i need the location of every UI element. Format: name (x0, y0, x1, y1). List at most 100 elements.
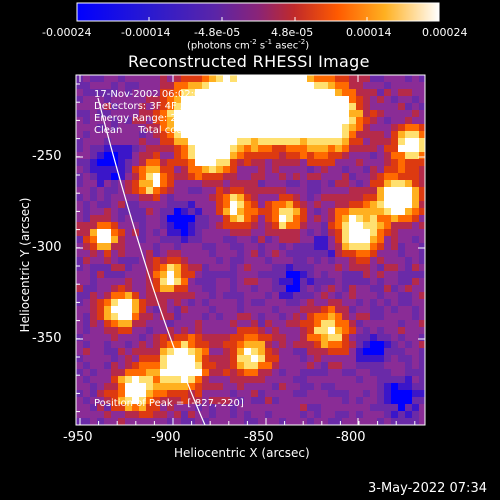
image-pixel (419, 306, 425, 313)
image-pixel (321, 341, 328, 348)
image-pixel (195, 152, 202, 159)
image-pixel (286, 229, 293, 236)
image-pixel (167, 250, 174, 257)
image-pixel (244, 173, 251, 180)
image-pixel (76, 271, 83, 278)
image-pixel (125, 187, 132, 194)
image-pixel (181, 75, 188, 82)
image-pixel (76, 201, 83, 208)
image-pixel (265, 152, 272, 159)
image-pixel (321, 201, 328, 208)
image-pixel (111, 166, 118, 173)
image-pixel (391, 390, 398, 397)
image-pixel (349, 341, 356, 348)
image-pixel (363, 208, 370, 215)
image-pixel (132, 222, 139, 229)
image-pixel (384, 82, 391, 89)
image-pixel (279, 397, 286, 404)
image-pixel (391, 320, 398, 327)
image-pixel (125, 145, 132, 152)
image-pixel (223, 152, 230, 159)
image-pixel (83, 369, 90, 376)
image-pixel (391, 110, 398, 117)
image-pixel (405, 411, 412, 418)
image-pixel (419, 348, 425, 355)
image-pixel (244, 138, 251, 145)
image-pixel (300, 411, 307, 418)
image-pixel (139, 404, 146, 411)
image-pixel (363, 194, 370, 201)
image-pixel (251, 390, 258, 397)
image-pixel (391, 292, 398, 299)
image-pixel (419, 313, 425, 320)
image-pixel (195, 390, 202, 397)
image-pixel (279, 341, 286, 348)
image-pixel (391, 355, 398, 362)
image-pixel (181, 404, 188, 411)
image-pixel (174, 103, 181, 110)
image-pixel (342, 404, 349, 411)
image-pixel (76, 138, 83, 145)
image-pixel (335, 397, 342, 404)
image-pixel (384, 131, 391, 138)
image-pixel (181, 173, 188, 180)
image-pixel (286, 236, 293, 243)
image-pixel (293, 145, 300, 152)
image-pixel (202, 348, 209, 355)
image-pixel (125, 229, 132, 236)
image-pixel (272, 222, 279, 229)
image-pixel (377, 355, 384, 362)
image-pixel (125, 376, 132, 383)
image-pixel (377, 187, 384, 194)
image-pixel (398, 201, 405, 208)
image-pixel (398, 124, 405, 131)
image-pixel (132, 299, 139, 306)
image-pixel (265, 376, 272, 383)
image-pixel (230, 187, 237, 194)
image-pixel (146, 334, 153, 341)
info-detectors: Detectors: 3F 4F 5F 6F 7F 8F, All 0 (94, 101, 267, 112)
image-pixel (314, 187, 321, 194)
image-pixel (146, 271, 153, 278)
image-pixel (356, 397, 363, 404)
image-pixel (195, 369, 202, 376)
image-pixel (349, 243, 356, 250)
image-pixel (104, 257, 111, 264)
image-pixel (216, 145, 223, 152)
image-pixel (223, 145, 230, 152)
image-pixel (265, 383, 272, 390)
image-pixel (272, 285, 279, 292)
image-pixel (111, 348, 118, 355)
image-pixel (272, 180, 279, 187)
image-pixel (132, 180, 139, 187)
image-pixel (230, 110, 237, 117)
image-pixel (209, 327, 216, 334)
image-pixel (265, 397, 272, 404)
image-pixel (293, 166, 300, 173)
image-pixel (223, 383, 230, 390)
image-pixel (202, 285, 209, 292)
image-pixel (195, 166, 202, 173)
image-pixel (76, 131, 83, 138)
image-pixel (230, 411, 237, 418)
image-pixel (412, 327, 419, 334)
image-pixel (293, 117, 300, 124)
image-pixel (370, 159, 377, 166)
image-pixel (370, 390, 377, 397)
image-pixel (132, 285, 139, 292)
image-pixel (76, 194, 83, 201)
image-pixel (195, 411, 202, 418)
image-pixel (167, 264, 174, 271)
image-pixel (97, 320, 104, 327)
image-pixel (125, 152, 132, 159)
image-pixel (342, 103, 349, 110)
image-pixel (286, 278, 293, 285)
image-pixel (167, 313, 174, 320)
image-pixel (118, 201, 125, 208)
image-pixel (90, 271, 97, 278)
image-pixel (405, 89, 412, 96)
image-pixel (153, 355, 160, 362)
image-pixel (293, 355, 300, 362)
image-pixel (391, 75, 398, 82)
image-pixel (111, 383, 118, 390)
